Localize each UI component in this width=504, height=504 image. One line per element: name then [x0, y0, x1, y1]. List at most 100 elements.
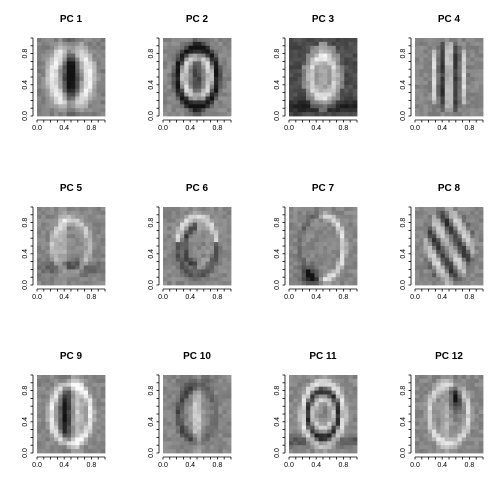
heatmap-cell [293, 277, 298, 282]
heatmap-cell [293, 390, 298, 395]
heatmap-cell [352, 249, 358, 255]
y-axis: 0.00.40.8 [22, 206, 34, 290]
heatmap-cell [289, 96, 294, 101]
heatmap-cell [45, 257, 51, 262]
heatmap-cell [205, 281, 211, 286]
heatmap-cell [466, 402, 471, 407]
heatmap-cell [197, 441, 202, 446]
heatmap-cell [83, 417, 89, 423]
heatmap-cell [167, 257, 172, 262]
heatmap-cell [54, 96, 59, 101]
heatmap-cell [301, 414, 307, 419]
heatmap-cell [167, 410, 172, 415]
heatmap-cell [323, 80, 328, 86]
heatmap-cell [209, 445, 215, 450]
heatmap-cell [180, 269, 185, 274]
heatmap-cell [453, 230, 458, 235]
heatmap-cell [54, 73, 59, 78]
heatmap-cell [289, 207, 294, 212]
heatmap-cell [470, 100, 475, 105]
heatmap-cell [440, 230, 446, 235]
heatmap-cell [58, 80, 63, 86]
heatmap-cell [188, 112, 194, 117]
heatmap-cell [440, 92, 446, 97]
heatmap-cell [218, 269, 223, 274]
heatmap-cell [188, 261, 194, 266]
heatmap-cell [96, 406, 102, 411]
heatmap-cell [163, 45, 168, 51]
heatmap-cell [335, 253, 341, 259]
heatmap-cell [188, 269, 194, 274]
heatmap-cell [214, 421, 219, 427]
heatmap-cell [310, 77, 315, 82]
heatmap-cell [54, 261, 59, 266]
heatmap-cell [310, 410, 315, 415]
heatmap-cell [470, 441, 475, 446]
heatmap-cell [432, 257, 437, 262]
heatmap-cell [318, 210, 324, 216]
heatmap-cell [214, 433, 219, 438]
heatmap-cell [474, 398, 480, 403]
heatmap-cell [327, 207, 332, 212]
heatmap-cell [41, 222, 46, 227]
heatmap-cell [175, 386, 181, 391]
heatmap-cell [293, 207, 298, 212]
heatmap-cell [75, 441, 80, 446]
heatmap-cell [293, 238, 298, 243]
heatmap-cell [188, 246, 194, 251]
heatmap-cell [218, 49, 223, 54]
heatmap-cell [340, 53, 345, 58]
heatmap-cell [318, 69, 324, 74]
heatmap-cell [192, 437, 198, 442]
heatmap-cell [163, 406, 168, 411]
heatmap-cell [318, 253, 324, 259]
heatmap-cell [415, 402, 420, 407]
heatmap-cell [180, 386, 185, 391]
y-tick-label: 0.4 [22, 80, 29, 90]
heatmap-cell [218, 222, 223, 227]
heatmap-cell [453, 433, 458, 438]
heatmap-cell [180, 53, 185, 58]
heatmap-cell [180, 378, 185, 384]
heatmap-cell [297, 234, 303, 239]
heatmap-cell [415, 69, 420, 74]
heatmap-cell [314, 449, 320, 454]
heatmap-cell [352, 112, 358, 117]
heatmap-cell [335, 277, 341, 282]
y-tick-label: 0.0 [400, 111, 407, 121]
heatmap-cell [340, 375, 345, 380]
heatmap-cell [301, 257, 307, 262]
heatmap-cell [66, 214, 72, 220]
heatmap-cell [205, 214, 211, 220]
heatmap-cell [478, 45, 484, 51]
heatmap-cell [37, 375, 42, 380]
heatmap-cell [192, 88, 198, 93]
heatmap-cell [427, 57, 433, 62]
heatmap-cell [419, 386, 424, 391]
heatmap-cell [49, 437, 55, 442]
heatmap-cell [167, 265, 172, 270]
heatmap-cell [100, 210, 106, 216]
heatmap-cell [419, 257, 424, 262]
heatmap-cell [344, 277, 349, 282]
heatmap-cell [415, 398, 420, 403]
heatmap-cell [415, 53, 420, 58]
heatmap-cell [470, 73, 475, 78]
heatmap-cell [327, 226, 332, 231]
heatmap-cell [348, 410, 354, 415]
heatmap-cell [226, 84, 232, 90]
heatmap-cell [218, 214, 223, 220]
heatmap-cell [306, 433, 311, 438]
heatmap-cell [340, 414, 345, 419]
pc-panel-10: PC 100.00.40.80.0 0.4 0.8 [148, 351, 232, 469]
heatmap-cell [327, 261, 332, 266]
heatmap-cell [453, 429, 458, 434]
heatmap-cell [449, 445, 454, 450]
heatmap-cell [37, 108, 42, 113]
heatmap-cell [209, 112, 215, 117]
heatmap-cell [436, 433, 441, 438]
heatmap-cell [419, 96, 424, 101]
heatmap-cell [457, 53, 463, 58]
heatmap-cell [49, 84, 55, 90]
heatmap-cell [327, 249, 332, 255]
